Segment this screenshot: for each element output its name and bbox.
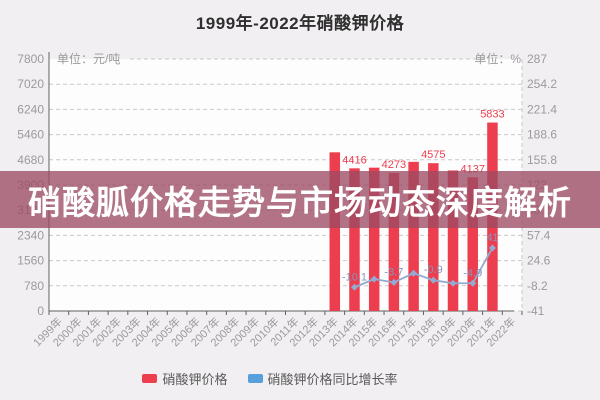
left-axis-tick-label: 5460 — [17, 128, 44, 142]
line-point-2020年[interactable] — [469, 279, 477, 287]
line-point-2017年[interactable] — [410, 269, 418, 277]
line-point-2018年[interactable] — [429, 276, 437, 284]
bar-value-label: 4273 — [382, 159, 406, 171]
right-axis-tick-label: 188.6 — [527, 128, 557, 142]
legend-swatch-price — [142, 374, 158, 383]
left-axis-tick-label: 2340 — [17, 228, 44, 242]
bar-value-label: 4575 — [421, 149, 445, 161]
headline-text: 硝酸胍价格走势与市场动态深度解析 — [28, 183, 572, 221]
right-axis-unit-label: 单位：% — [474, 51, 521, 66]
right-axis-tick-label: -41 — [527, 304, 545, 318]
left-axis-tick-label: 6240 — [17, 102, 44, 116]
right-axis-tick-label: 24.6 — [527, 254, 551, 268]
left-axis-tick-label: 7800 — [17, 52, 44, 66]
right-axis-tick-label: -8.2 — [527, 279, 548, 293]
bar-2013年[interactable] — [329, 152, 341, 311]
line-point-2014年[interactable] — [350, 283, 358, 291]
left-axis-tick-label: 7020 — [17, 77, 44, 91]
left-axis-tick-label: 4680 — [17, 153, 44, 167]
bar-2018年[interactable] — [428, 163, 439, 311]
legend-label-growth: 硝酸钾价格同比增长率 — [267, 372, 398, 387]
bar-2016年[interactable] — [388, 172, 400, 311]
legend-swatch-growth — [247, 374, 263, 383]
right-axis-tick-label: 57.4 — [527, 228, 551, 242]
bar-2019年[interactable] — [447, 170, 459, 311]
legend-item-price[interactable]: 硝酸钾价格 — [142, 369, 228, 388]
headline-banner: 硝酸胍价格走势与市场动态深度解析 — [0, 171, 600, 228]
line-point-2021年[interactable] — [488, 244, 496, 252]
right-axis-tick-label: 287 — [527, 52, 547, 66]
bar-value-label: 4416 — [342, 154, 366, 166]
chart-legend: 硝酸钾价格 硝酸钾价格同比增长率 — [0, 369, 540, 388]
left-axis-tick-label: 780 — [24, 279, 44, 293]
left-axis-tick-label: 0 — [37, 304, 44, 318]
line-value-label: -4.9 — [463, 267, 482, 279]
legend-label-price: 硝酸钾价格 — [162, 372, 228, 387]
chart-title: 1999年-2022年硝酸钾价格 — [195, 14, 405, 33]
line-value-label: 41 — [486, 232, 498, 244]
line-point-2016年[interactable] — [390, 278, 398, 286]
bar-2015年[interactable] — [368, 167, 380, 311]
left-axis-unit-label: 单位：元/吨 — [57, 51, 120, 66]
left-axis-tick-label: 1560 — [17, 254, 44, 268]
line-point-2015年[interactable] — [370, 275, 378, 283]
bar-2017年[interactable] — [408, 161, 419, 311]
legend-item-growth[interactable]: 硝酸钾价格同比增长率 — [247, 369, 398, 388]
right-axis-tick-label: 254.2 — [527, 77, 557, 91]
bar-2020年[interactable] — [467, 177, 478, 311]
line-value-label: -0.9 — [424, 264, 443, 276]
line-point-2019年[interactable] — [449, 279, 457, 287]
right-axis-tick-label: 155.8 — [527, 153, 557, 167]
line-value-label: -10.1 — [342, 271, 367, 283]
right-axis-tick-label: 221.4 — [527, 102, 557, 116]
bar-value-label: 5833 — [480, 109, 504, 121]
line-value-label: -3.7 — [384, 266, 403, 278]
bar-2014年[interactable] — [349, 168, 360, 311]
